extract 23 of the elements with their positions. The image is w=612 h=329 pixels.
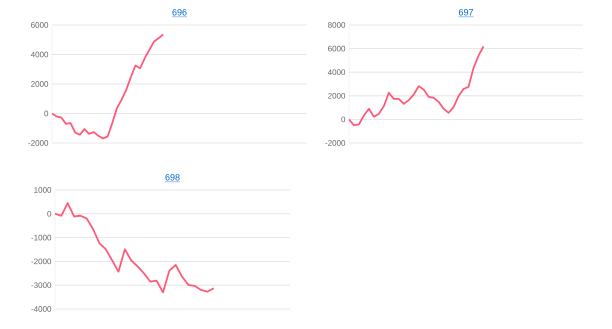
y-tick-label: -3000 — [31, 282, 52, 288]
y-tick-label: 0 — [47, 210, 52, 217]
y-tick-label: 4000 — [328, 69, 346, 76]
y-tick-label: -4000 — [31, 306, 52, 312]
y-tick-label: 6000 — [31, 22, 48, 28]
y-tick-label: 2000 — [328, 92, 346, 99]
y-tick-label: 2000 — [31, 81, 48, 87]
y-tick-label: 1000 — [34, 187, 52, 193]
line-series — [51, 33, 164, 140]
y-tick-label: 0 — [341, 116, 346, 122]
y-tick-label: -2000 — [325, 140, 346, 146]
chart-title: 698 — [165, 174, 180, 180]
y-tick-label: 0 — [44, 110, 48, 116]
y-tick-label: -2000 — [28, 140, 48, 146]
line-series — [348, 46, 484, 126]
y-tick-label: 6000 — [328, 46, 346, 52]
chart-title: 697 — [458, 9, 474, 16]
line-series — [54, 202, 215, 294]
y-tick-label: 4000 — [30, 52, 48, 58]
y-tick-label: -1000 — [31, 234, 52, 240]
chart-title: 696 — [172, 9, 187, 16]
y-tick-label: -2000 — [31, 258, 52, 264]
y-tick-label: 8000 — [328, 22, 346, 28]
